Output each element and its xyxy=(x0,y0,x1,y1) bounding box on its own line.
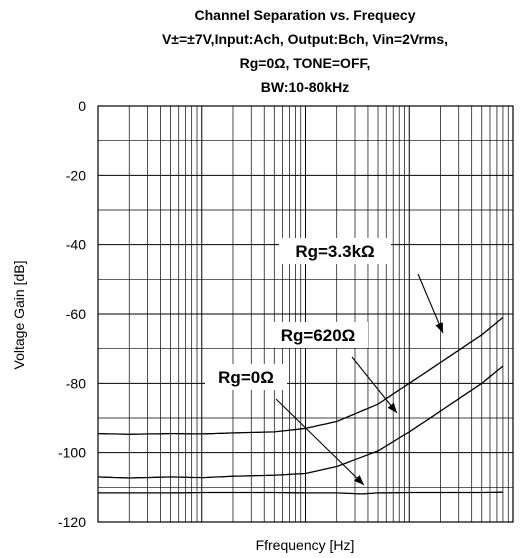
y-tick-label: -60 xyxy=(66,306,86,322)
chart-title: Channel Separation vs. Frequecy V±=±7V,I… xyxy=(162,7,448,95)
annotation-label: Rg=620Ω xyxy=(281,326,356,345)
title-line-2: V±=±7V,Input:Ach, Output:Bch, Vin=2Vrms, xyxy=(162,31,448,47)
curve-annotations: Rg=3.3kΩ Rg=620Ω Rg=0Ω xyxy=(205,238,444,486)
annotation-label: Rg=3.3kΩ xyxy=(295,242,374,261)
y-tick-label: -120 xyxy=(58,514,86,530)
annotation-label: Rg=0Ω xyxy=(218,368,274,387)
y-tick-label: -40 xyxy=(66,237,86,253)
annotation-arrow-head xyxy=(435,322,443,333)
y-tick-label: 0 xyxy=(78,98,86,114)
title-line-3: Rg=0Ω, TONE=OFF, xyxy=(240,55,371,71)
y-tick-label: -100 xyxy=(58,445,86,461)
y-tick-label: -20 xyxy=(66,167,86,183)
y-tick-labels: 0 -20 -40 -60 -80 -100 -120 xyxy=(58,98,86,530)
annotation-arrow-line xyxy=(275,398,365,486)
annotation-arrow-line xyxy=(417,273,444,334)
annotation-bg xyxy=(279,238,391,264)
y-axis-label: Voltage Gain [dB] xyxy=(11,261,27,370)
series-line-1 xyxy=(97,365,504,479)
title-line-4: BW:10-80kHz xyxy=(261,79,349,95)
plot-grid xyxy=(97,105,514,523)
y-tick-label: -80 xyxy=(66,375,86,391)
annotation-arrow-head xyxy=(354,475,364,485)
title-line-1: Channel Separation vs. Frequecy xyxy=(195,7,416,23)
series-line-2 xyxy=(98,491,503,495)
annotation-bg xyxy=(268,322,368,348)
annotation-arrow-head xyxy=(387,402,397,413)
x-axis-label: Ffrequency [Hz] xyxy=(256,537,355,553)
annotation-arrow-line xyxy=(351,356,398,414)
annotation-bg xyxy=(205,364,287,390)
